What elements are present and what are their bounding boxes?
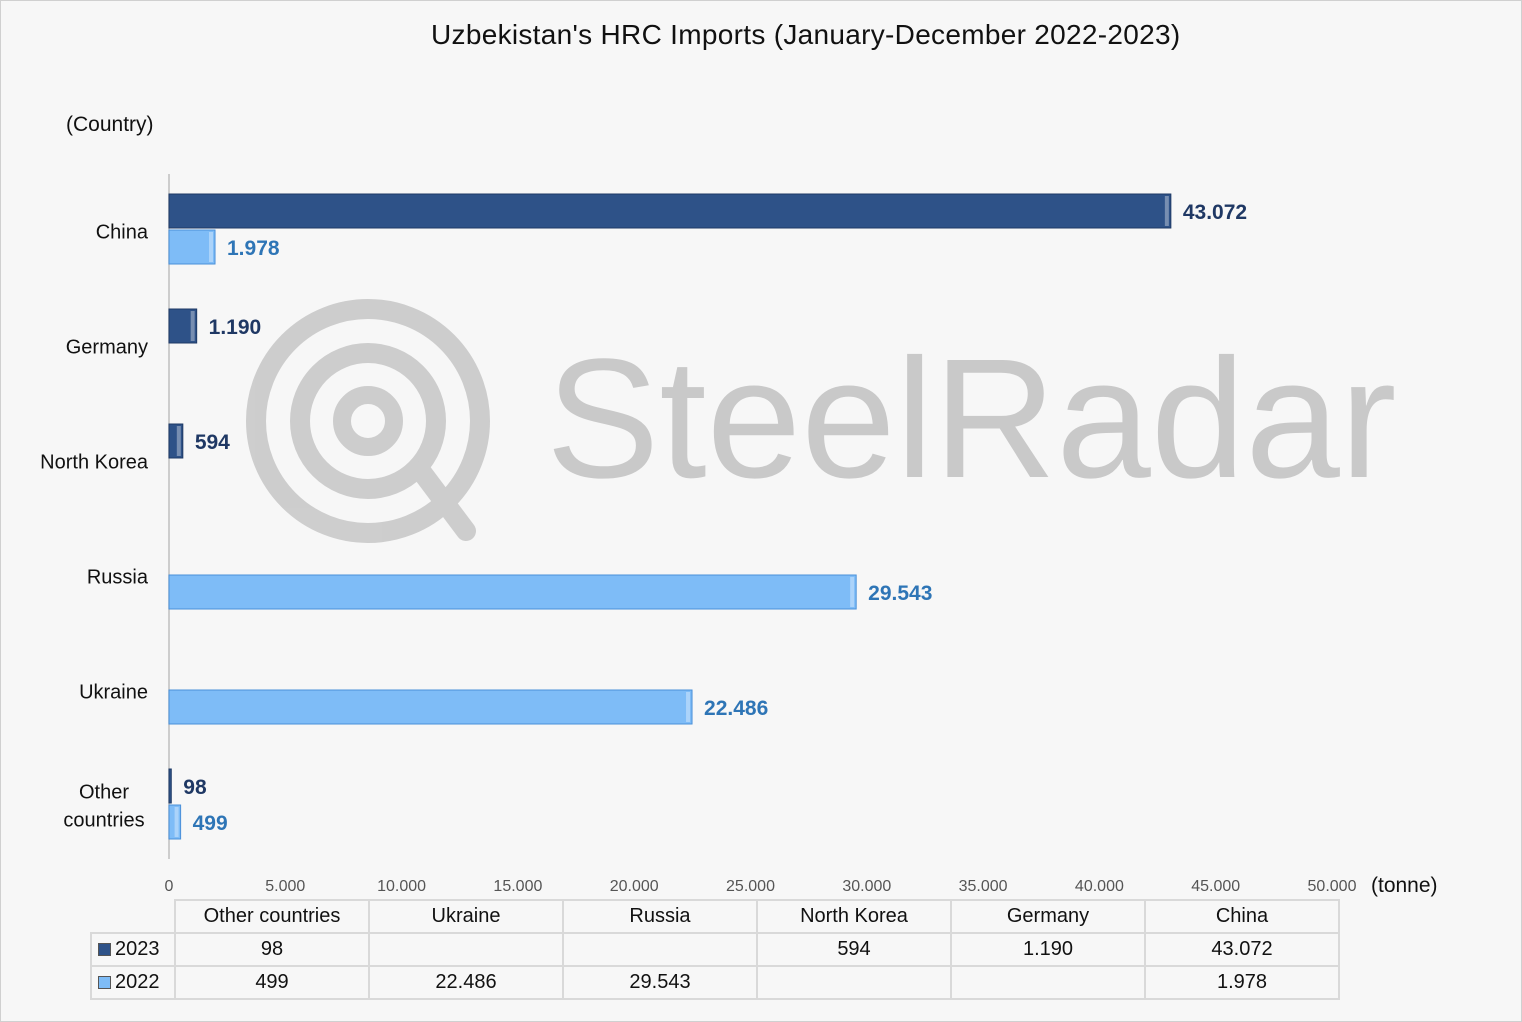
data-table-header: Other countries bbox=[174, 899, 370, 934]
data-table-header: China bbox=[1144, 899, 1340, 934]
data-table: Other countries Ukraine Russia North Kor… bbox=[90, 899, 1340, 1000]
data-table-cell: 1.978 bbox=[1144, 965, 1340, 1000]
bar-highlight bbox=[686, 692, 691, 722]
y-axis-label: (Country) bbox=[66, 113, 154, 136]
chart-title: Uzbekistan's HRC Imports (January-Decemb… bbox=[431, 19, 1181, 50]
data-label: 1.190 bbox=[209, 316, 262, 339]
data-table-header: Russia bbox=[562, 899, 758, 934]
category-label: Ukraine bbox=[79, 682, 148, 704]
bar-2023-north-korea bbox=[168, 423, 184, 459]
data-table-row-2022: 2022 499 22.486 29.543 1.978 bbox=[90, 965, 1340, 1000]
data-table-corner bbox=[91, 900, 175, 933]
data-label: 98 bbox=[183, 776, 207, 799]
data-table-cell bbox=[562, 932, 758, 967]
x-tick-label: 10.000 bbox=[377, 878, 426, 895]
watermark-logo bbox=[246, 299, 490, 543]
category-label: Other countries bbox=[63, 782, 144, 832]
legend-entry-2023: 2023 bbox=[90, 932, 176, 967]
data-table-cell bbox=[950, 965, 1146, 1000]
bar-highlight bbox=[850, 577, 855, 607]
watermark-text: SteelRadar bbox=[546, 324, 1397, 514]
legend-entry-2022: 2022 bbox=[90, 965, 176, 1000]
bar-highlight bbox=[190, 311, 195, 341]
data-table-cell bbox=[368, 932, 564, 967]
data-table-cell bbox=[756, 965, 952, 1000]
category-labels: China Germany North Korea Russia Ukraine Othe… bbox=[40, 222, 149, 832]
data-label: 29.543 bbox=[868, 582, 932, 605]
data-table-cell: 29.543 bbox=[562, 965, 758, 1000]
bar-2022-china bbox=[168, 229, 216, 265]
x-tick-label: 50.000 bbox=[1308, 878, 1357, 895]
x-tick-label: 5.000 bbox=[265, 878, 305, 895]
data-table-cell: 499 bbox=[174, 965, 370, 1000]
bar-2022-ukraine bbox=[168, 689, 693, 725]
data-label: 43.072 bbox=[1183, 201, 1247, 224]
data-label: 22.486 bbox=[704, 697, 768, 720]
bar-2022-russia bbox=[168, 574, 857, 610]
bars-layer: 43.072 1.978 1.190 594 29.543 22.486 98 499 bbox=[168, 193, 1247, 840]
x-tick-label: 0 bbox=[165, 878, 174, 895]
bar-2023-other-countries bbox=[168, 768, 172, 804]
data-label: 499 bbox=[193, 812, 228, 835]
data-table-row-2023: 2023 98 594 1.190 43.072 bbox=[90, 932, 1340, 967]
x-tick-label: 35.000 bbox=[959, 878, 1008, 895]
data-table-header-row: Other countries Ukraine Russia North Kor… bbox=[91, 899, 1340, 934]
legend-swatch-2022 bbox=[98, 976, 111, 990]
data-table-cell: 43.072 bbox=[1144, 932, 1340, 967]
category-label: China bbox=[96, 222, 149, 244]
x-tick-label: 30.000 bbox=[842, 878, 891, 895]
category-label: Germany bbox=[66, 337, 148, 359]
data-table-header: Germany bbox=[950, 899, 1146, 934]
bar-2023-china bbox=[168, 193, 1172, 229]
legend-label: 2023 bbox=[115, 938, 160, 960]
legend-label: 2022 bbox=[115, 971, 160, 993]
data-table-cell: 1.190 bbox=[950, 932, 1146, 967]
data-table-cell: 594 bbox=[756, 932, 952, 967]
bar-highlight bbox=[209, 232, 214, 262]
x-tick-label: 40.000 bbox=[1075, 878, 1124, 895]
x-tick-label: 20.000 bbox=[610, 878, 659, 895]
data-table-cell: 98 bbox=[174, 932, 370, 967]
bar-highlight bbox=[174, 807, 179, 837]
x-tick-label: 25.000 bbox=[726, 878, 775, 895]
legend-swatch-2023 bbox=[98, 943, 111, 957]
category-label: North Korea bbox=[40, 452, 149, 474]
data-label: 1.978 bbox=[227, 237, 280, 260]
x-unit-label: (tonne) bbox=[1371, 874, 1438, 897]
data-table-header: Ukraine bbox=[368, 899, 564, 934]
x-tick-label: 15.000 bbox=[493, 878, 542, 895]
x-tick-label: 45.000 bbox=[1191, 878, 1240, 895]
bar-2023-germany bbox=[168, 308, 198, 344]
bar-2022-other-countries bbox=[168, 804, 182, 840]
bar-highlight bbox=[176, 426, 181, 456]
data-label: 594 bbox=[195, 431, 230, 454]
data-table-cell: 22.486 bbox=[368, 965, 564, 1000]
category-label: Russia bbox=[87, 567, 149, 589]
x-tick-labels: 0 5.000 10.000 15.000 20.000 25.000 30.000 35.0… bbox=[165, 878, 1357, 895]
bar-highlight bbox=[1164, 196, 1169, 226]
data-table-header: North Korea bbox=[756, 899, 952, 934]
